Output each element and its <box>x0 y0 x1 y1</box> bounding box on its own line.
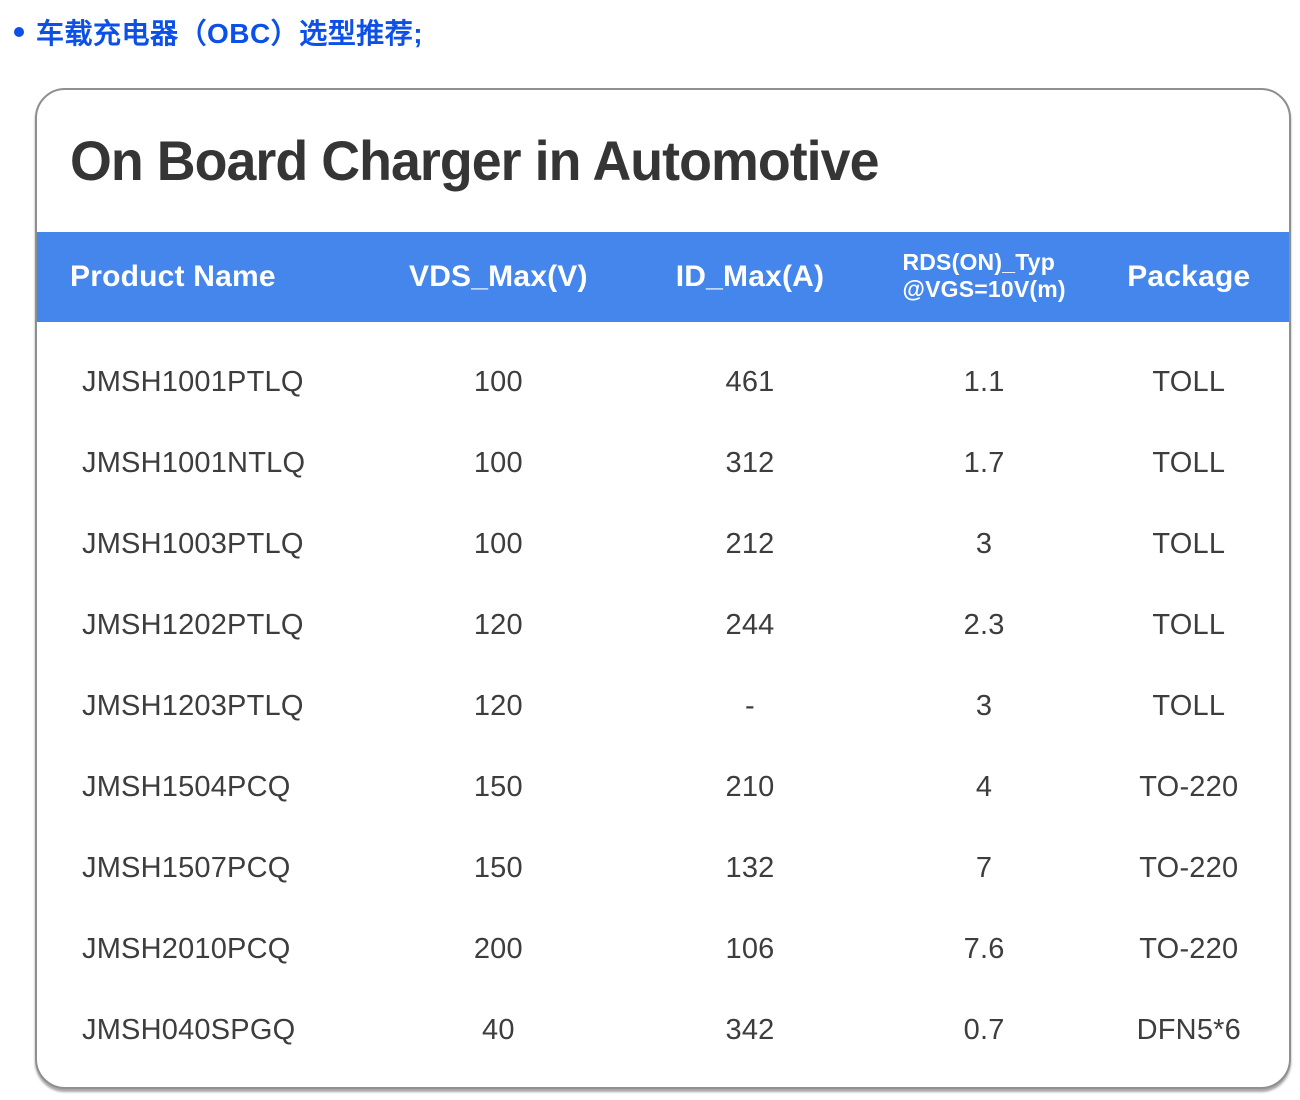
cell-rds-on: 3 <box>975 528 993 560</box>
column-header-product-name: Product Name <box>70 260 276 293</box>
cell-product-name: JMSH1507PCQ <box>82 852 291 884</box>
cell-id-max: 132 <box>725 852 775 884</box>
cell-rds-on: 7.6 <box>963 933 1005 965</box>
cell-vds-max: 100 <box>473 366 523 398</box>
column-header-package: Package <box>1127 260 1251 293</box>
section-heading: 车载充电器（OBC）选型推荐; <box>12 16 1300 49</box>
bullet-icon <box>14 27 24 37</box>
cell-vds-max: 120 <box>473 609 523 641</box>
cell-id-max: 244 <box>725 609 775 641</box>
obc-table-card: On Board Charger in Automotive Product N… <box>35 88 1291 1089</box>
cell-rds-on: 0.7 <box>963 1014 1005 1046</box>
table-header-row: Product Name VDS_Max(V) ID_Max(A) RDS(ON… <box>37 232 1289 322</box>
column-header-rds-on: RDS(ON)_Typ @VGS=10V(m) <box>880 249 1089 306</box>
cell-package: TOLL <box>1152 690 1226 722</box>
cell-product-name: JMSH1504PCQ <box>82 771 291 803</box>
cell-id-max: 106 <box>725 933 775 965</box>
table-body: JMSH1001PTLQ 100 461 1.1 TOLL JMSH1001NT… <box>37 322 1289 1071</box>
table-row: JMSH1504PCQ 150 210 4 TO-220 <box>37 747 1289 828</box>
cell-package: TO-220 <box>1139 933 1239 965</box>
cell-product-name: JMSH1001PTLQ <box>82 366 304 398</box>
column-header-id-max: ID_Max(A) <box>675 260 825 293</box>
table-row: JMSH1003PTLQ 100 212 3 TOLL <box>37 504 1289 585</box>
cell-rds-on: 1.7 <box>963 447 1005 479</box>
cell-vds-max: 150 <box>473 771 523 803</box>
cell-package: TOLL <box>1152 528 1226 560</box>
obc-table: Product Name VDS_Max(V) ID_Max(A) RDS(ON… <box>37 232 1289 1071</box>
column-header-rds-on-lines: RDS(ON)_Typ @VGS=10V(m) <box>902 249 1065 304</box>
rds-header-line2: @VGS=10V(m) <box>902 276 1066 303</box>
cell-id-max: 312 <box>725 447 775 479</box>
table-row: JMSH1202PTLQ 120 244 2.3 TOLL <box>37 585 1289 666</box>
cell-rds-on: 2.3 <box>963 609 1005 641</box>
cell-package: TOLL <box>1152 609 1226 641</box>
cell-package: DFN5*6 <box>1136 1014 1241 1046</box>
cell-vds-max: 100 <box>473 528 523 560</box>
cell-id-max: 342 <box>725 1014 775 1046</box>
cell-package: TOLL <box>1152 366 1226 398</box>
cell-rds-on: 3 <box>975 690 993 722</box>
table-row: JMSH040SPGQ 40 342 0.7 DFN5*6 <box>37 990 1289 1071</box>
cell-id-max: 461 <box>725 366 775 398</box>
card-title: On Board Charger in Automotive <box>70 129 879 192</box>
cell-id-max: 210 <box>725 771 775 803</box>
table-row: JMSH1203PTLQ 120 - 3 TOLL <box>37 666 1289 747</box>
section-heading-text: 车载充电器（OBC）选型推荐; <box>36 18 424 49</box>
cell-rds-on: 7 <box>975 852 993 884</box>
cell-product-name: JMSH1203PTLQ <box>82 690 304 722</box>
cell-product-name: JMSH1001NTLQ <box>82 447 306 479</box>
column-header-vds-max: VDS_Max(V) <box>408 260 588 293</box>
cell-package: TO-220 <box>1139 771 1239 803</box>
cell-product-name: JMSH040SPGQ <box>82 1014 296 1046</box>
table-row: JMSH1507PCQ 150 132 7 TO-220 <box>37 828 1289 909</box>
table-row: JMSH1001NTLQ 100 312 1.7 TOLL <box>37 423 1289 504</box>
cell-vds-max: 150 <box>473 852 523 884</box>
cell-product-name: JMSH1202PTLQ <box>82 609 304 641</box>
cell-rds-on: 1.1 <box>963 366 1005 398</box>
cell-package: TO-220 <box>1139 852 1239 884</box>
cell-id-max: 212 <box>725 528 775 560</box>
table-row: JMSH2010PCQ 200 106 7.6 TO-220 <box>37 909 1289 990</box>
cell-vds-max: 120 <box>473 690 523 722</box>
table-row: JMSH1001PTLQ 100 461 1.1 TOLL <box>37 342 1289 423</box>
cell-package: TOLL <box>1152 447 1226 479</box>
cell-id-max: - <box>745 690 755 722</box>
cell-product-name: JMSH2010PCQ <box>82 933 291 965</box>
rds-header-line1: RDS(ON)_Typ <box>902 248 1055 275</box>
cell-vds-max: 40 <box>482 1014 515 1046</box>
cell-vds-max: 200 <box>473 933 523 965</box>
cell-rds-on: 4 <box>975 771 993 803</box>
cell-product-name: JMSH1003PTLQ <box>82 528 304 560</box>
cell-vds-max: 100 <box>473 447 523 479</box>
